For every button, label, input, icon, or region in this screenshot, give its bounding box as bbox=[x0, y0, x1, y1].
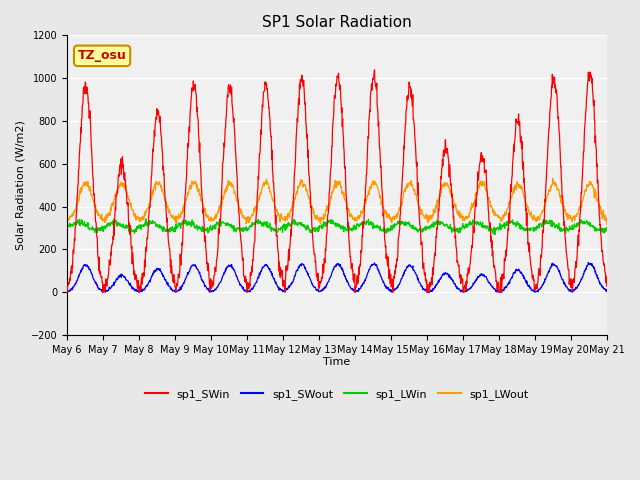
Y-axis label: Solar Radiation (W/m2): Solar Radiation (W/m2) bbox=[15, 120, 25, 250]
X-axis label: Time: Time bbox=[323, 358, 351, 368]
Legend: sp1_SWin, sp1_SWout, sp1_LWin, sp1_LWout: sp1_SWin, sp1_SWout, sp1_LWin, sp1_LWout bbox=[141, 384, 533, 404]
Title: SP1 Solar Radiation: SP1 Solar Radiation bbox=[262, 15, 412, 30]
Text: TZ_osu: TZ_osu bbox=[77, 49, 127, 62]
